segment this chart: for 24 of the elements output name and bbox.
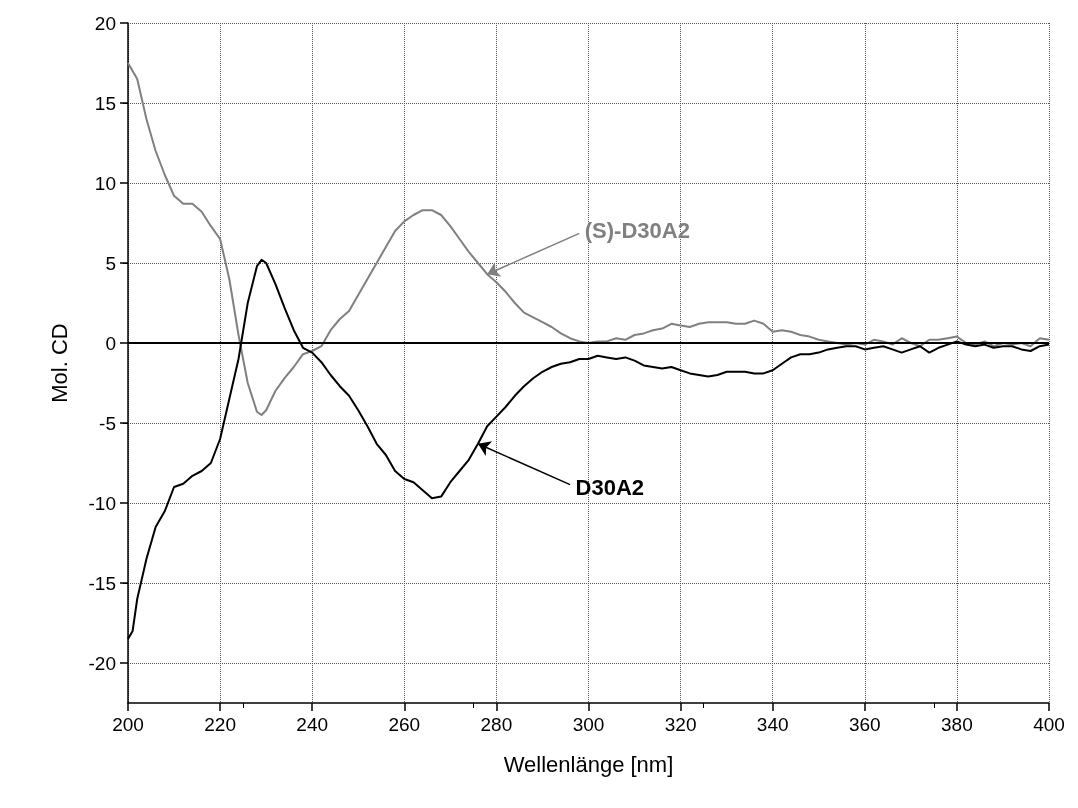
y-tick-label: -15 bbox=[88, 572, 116, 594]
x-tick-label: 380 bbox=[941, 714, 973, 735]
y-tick-label: 5 bbox=[105, 252, 116, 274]
annotation: (S)-D30A2 bbox=[584, 218, 690, 244]
y-tick-label: 20 bbox=[94, 12, 116, 34]
y-tick-label: -20 bbox=[88, 652, 116, 674]
x-tick-label: 320 bbox=[664, 714, 697, 735]
annotation: D30A2 bbox=[575, 474, 645, 500]
x-axis-title: Wellenlänge [nm] bbox=[503, 751, 674, 777]
y-axis-title: Mol. CD bbox=[46, 323, 72, 403]
y-tick-label: 0 bbox=[105, 332, 116, 354]
x-tick-label: 400 bbox=[1033, 714, 1065, 735]
x-tick-label: 340 bbox=[756, 714, 789, 735]
y-tick-label: -10 bbox=[88, 492, 116, 514]
x-tick-label: 220 bbox=[204, 714, 236, 735]
x-tick-label: 260 bbox=[388, 714, 421, 735]
x-tick-label: 360 bbox=[848, 714, 881, 735]
x-tick-label: 240 bbox=[296, 714, 329, 735]
x-tick-label: 200 bbox=[112, 714, 144, 735]
y-tick-label: -5 bbox=[99, 412, 116, 434]
x-tick-label: 300 bbox=[572, 714, 605, 735]
y-tick-label: 15 bbox=[94, 92, 116, 114]
y-tick-label: 10 bbox=[94, 172, 116, 194]
x-tick-label: 280 bbox=[480, 714, 513, 735]
